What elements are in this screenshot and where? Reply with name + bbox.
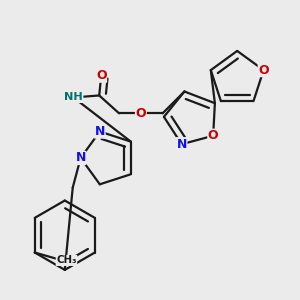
Text: O: O — [208, 129, 218, 142]
Text: NH: NH — [64, 92, 83, 102]
Text: N: N — [94, 125, 105, 138]
Text: N: N — [76, 152, 86, 164]
Text: CH₃: CH₃ — [56, 256, 77, 266]
Text: O: O — [258, 64, 269, 76]
Text: N: N — [176, 138, 187, 151]
Text: O: O — [96, 69, 106, 82]
Text: O: O — [136, 107, 146, 120]
